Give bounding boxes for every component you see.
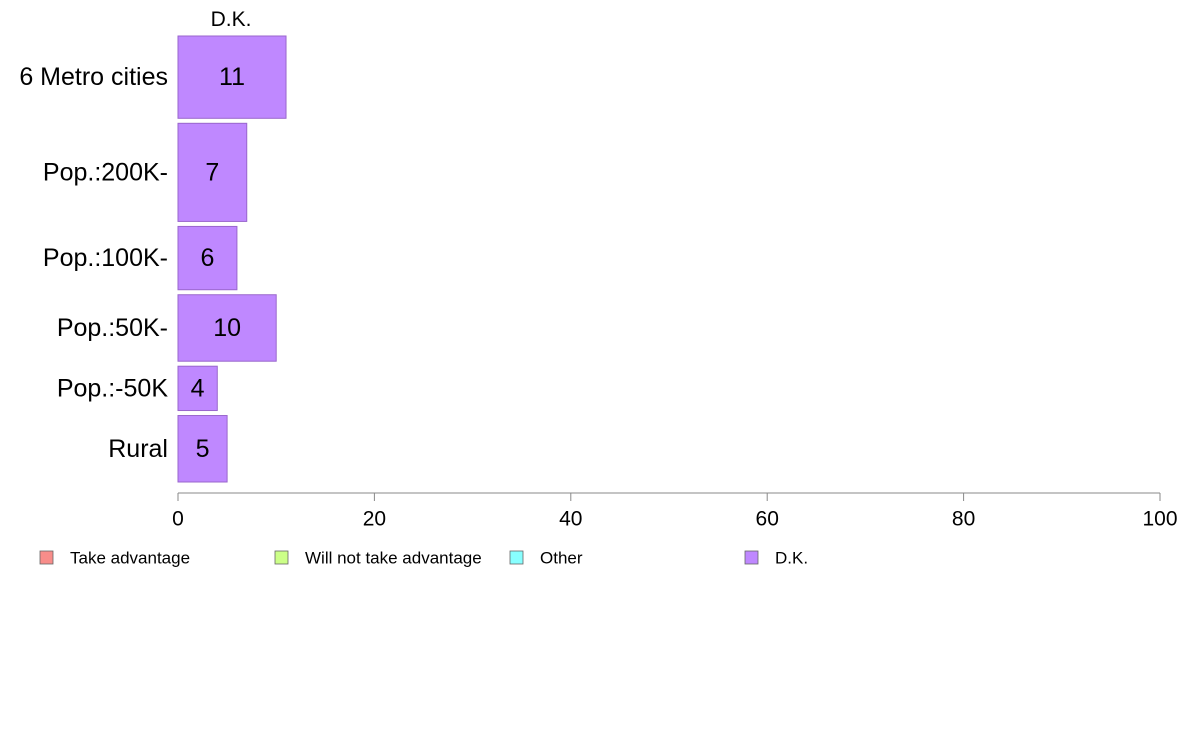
bar xyxy=(177,294,277,362)
legend-item: Other xyxy=(509,549,583,568)
bar-value-label: 4 xyxy=(191,374,205,402)
bar xyxy=(177,35,287,119)
bar-value-label: 7 xyxy=(205,158,219,186)
bar-group: 6 Metro cities 11 xyxy=(19,35,287,119)
x-tick-label: 60 xyxy=(756,508,779,531)
bar xyxy=(177,365,218,412)
legend-swatch xyxy=(744,550,759,565)
x-tick-label: 100 xyxy=(1142,508,1177,531)
bar-group: Pop.:50K- 10 xyxy=(57,294,277,362)
legend-item: D.K. xyxy=(744,549,808,568)
bar-value-label: 6 xyxy=(201,244,215,272)
legend-item: Take advantage xyxy=(39,549,190,568)
bar-value-label: 10 xyxy=(213,314,241,342)
x-axis: 0 20 40 60 80 100 xyxy=(172,492,1178,531)
bar-group: Pop.:200K- 7 xyxy=(43,122,248,222)
bar-value-label: 5 xyxy=(196,435,210,463)
bar-value-label: 11 xyxy=(219,63,245,91)
category-label: Rural xyxy=(108,435,168,463)
bar xyxy=(177,415,228,483)
bar xyxy=(177,225,238,291)
bar-group: Pop.:-50K 4 xyxy=(57,365,218,412)
legend-swatch xyxy=(39,550,54,565)
legend-label: D.K. xyxy=(775,549,808,568)
x-tick-label: 80 xyxy=(952,508,975,531)
category-label: Pop.:-50K xyxy=(57,374,169,402)
legend-item: Will not take advantage xyxy=(274,549,482,568)
x-tick-label: 0 xyxy=(172,508,184,531)
bar-group: Pop.:100K- 6 xyxy=(43,225,238,291)
legend-swatch xyxy=(274,550,289,565)
x-tick-label: 40 xyxy=(559,508,582,531)
category-label: Pop.:50K- xyxy=(57,314,168,342)
bar-group: Rural 5 xyxy=(108,415,228,483)
category-label: Pop.:100K- xyxy=(43,244,168,272)
bar xyxy=(177,122,248,222)
legend-label: Other xyxy=(540,549,583,568)
legend-swatch xyxy=(509,550,524,565)
legend-label: Will not take advantage xyxy=(305,549,482,568)
panel-title: D.K. xyxy=(211,8,252,31)
legend-label: Take advantage xyxy=(70,549,190,568)
category-label: Pop.:200K- xyxy=(43,158,168,186)
x-tick-label: 20 xyxy=(363,508,386,531)
legend: Take advantage Will not take advantage Oth… xyxy=(39,549,808,568)
category-label: 6 Metro cities xyxy=(19,63,168,91)
